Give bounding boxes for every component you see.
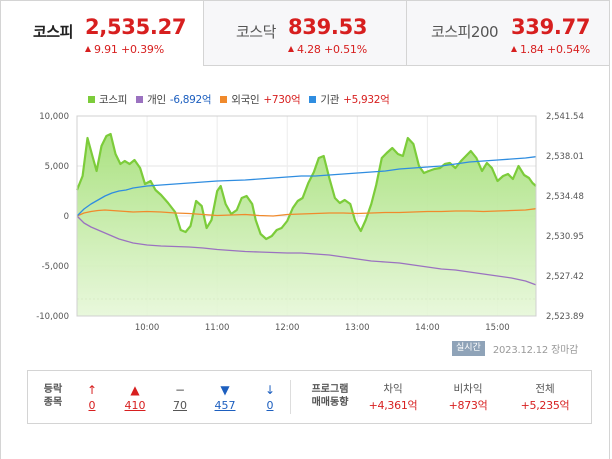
market-summary: 등락 종목 ↑ 0 ▲ 410 − 70 ▼ 457 ↓ 0 프로그램 매매동향… <box>27 370 592 424</box>
updown-fall: ▼ 457 <box>205 383 245 414</box>
y-left-tick-label: 0 <box>64 212 69 222</box>
updown-upper-limit: ↑ 0 <box>72 383 112 414</box>
up-triangle-icon <box>85 46 91 52</box>
tab-change-text: 1.84 +0.54% <box>520 43 590 56</box>
realtime-button[interactable]: 실시간 <box>452 341 485 356</box>
legend-value: -6,892억 <box>169 93 212 106</box>
y-left-tick-label: -10,000 <box>36 312 69 322</box>
program-label-line: 프로그램 <box>311 384 349 395</box>
tab-value: 2,535.27 <box>85 15 187 39</box>
tab-kosdaq[interactable]: 코스닥 839.53 4.28 +0.51% <box>203 1 406 65</box>
legend-name: 기관 <box>320 93 340 106</box>
y-right-tick-label: 2,538.01 <box>546 152 584 162</box>
program-label-line: 매매동향 <box>311 397 349 408</box>
updown-label-line: 등락 <box>43 384 63 395</box>
x-tick-label: 10:00 <box>135 323 160 331</box>
upper-limit-count-link[interactable]: 0 <box>88 399 96 412</box>
lower-limit-count-link[interactable]: 0 <box>266 399 274 412</box>
updown-flat: − 70 <box>160 383 200 414</box>
program-value: +5,235억 <box>520 399 570 412</box>
tab-name: 코스피200 <box>431 23 499 41</box>
legend-swatch <box>309 95 317 103</box>
program-total: 전체 +5,235억 <box>510 382 580 415</box>
up-triangle-icon <box>511 46 517 52</box>
program-value: +4,361억 <box>368 399 418 412</box>
legend-item-individual: 개인 -6,892억 <box>136 92 212 106</box>
legend-value: +730억 <box>263 93 301 106</box>
tab-change: 9.91 +0.39% <box>85 43 164 56</box>
lower-limit-arrow-icon: ↓ <box>264 383 276 397</box>
tab-change-text: 4.28 +0.51% <box>297 43 367 56</box>
legend-item-institution: 기관 +5,932억 <box>309 92 390 106</box>
tab-name: 코스피 <box>33 23 73 41</box>
tab-change-text: 9.91 +0.39% <box>94 43 164 56</box>
legend-name: 코스피 <box>99 93 128 106</box>
tab-name: 코스닥 <box>236 23 276 41</box>
summary-divider <box>290 380 291 414</box>
tab-change: 4.28 +0.51% <box>288 43 367 56</box>
rise-triangle-icon: ▲ <box>130 383 140 397</box>
tab-kospi200[interactable]: 코스피200 339.77 1.84 +0.54% <box>406 1 609 65</box>
legend-name: 개인 <box>147 93 166 106</box>
updown-label: 등락 종목 <box>40 383 66 409</box>
y-right-tick-label: 2,527.42 <box>546 272 584 282</box>
y-left-tick-label: 10,000 <box>39 112 69 122</box>
chart-legend: 코스피 개인 -6,892억 외국인 +730억 기관 +5,932억 <box>88 92 390 106</box>
time-row: 실시간 2023.12.12 장마감 <box>452 341 578 356</box>
kospi-line <box>75 132 537 241</box>
plot-frame <box>76 115 537 317</box>
tab-value: 339.77 <box>511 15 591 39</box>
program-value: +873억 <box>448 399 488 412</box>
fall-count-link[interactable]: 457 <box>214 399 236 412</box>
program-head: 비차익 <box>453 383 483 395</box>
intraday-chart: 10,000 5,000 0 -5,000 -10,000 2,541.54 2,538.0… <box>36 112 584 331</box>
flat-count-link[interactable]: 70 <box>173 399 187 412</box>
legend-item-kospi: 코스피 <box>88 92 127 106</box>
x-tick-label: 12:00 <box>275 323 300 331</box>
program-label: 프로그램 매매동향 <box>304 383 356 409</box>
index-tabs: 코스피 2,535.27 9.91 +0.39% 코스닥 839.53 4.28… <box>0 0 610 67</box>
y-left-tick-label: 5,000 <box>45 162 69 172</box>
series-line-외국인 <box>76 208 537 217</box>
series-line-기관 <box>76 156 537 217</box>
program-head: 차익 <box>383 383 403 395</box>
x-tick-label: 14:00 <box>415 323 440 331</box>
legend-swatch <box>136 95 144 103</box>
x-tick-label: 13:00 <box>345 323 370 331</box>
updown-label-line: 종목 <box>43 397 63 408</box>
y-right-tick-label: 2,530.95 <box>546 232 584 242</box>
x-tick-label: 11:00 <box>205 323 230 331</box>
fall-triangle-icon: ▼ <box>220 383 230 397</box>
tab-change: 1.84 +0.54% <box>511 43 590 56</box>
program-arbitrage: 차익 +4,361억 <box>358 382 428 415</box>
chart-panel <box>0 66 610 459</box>
legend-swatch <box>88 95 95 103</box>
legend-value: +5,932억 <box>343 93 390 106</box>
y-right-tick-label: 2,541.54 <box>546 112 584 122</box>
upper-limit-arrow-icon: ↑ <box>86 383 98 397</box>
kospi-area-fill <box>77 134 536 316</box>
rise-count-link[interactable]: 410 <box>124 399 146 412</box>
series-line-개인 <box>76 215 537 286</box>
up-triangle-icon <box>288 46 294 52</box>
program-head: 전체 <box>535 383 555 395</box>
y-left-tick-label: -5,000 <box>42 262 69 272</box>
x-tick-label: 15:00 <box>485 323 510 331</box>
y-right-tick-label: 2,534.48 <box>546 192 584 202</box>
legend-swatch <box>220 95 228 103</box>
updown-lower-limit: ↓ 0 <box>250 383 290 414</box>
tab-kospi[interactable]: 코스피 2,535.27 9.91 +0.39% <box>1 1 203 67</box>
tab-value: 839.53 <box>288 15 368 39</box>
program-non-arbitrage: 비차익 +873억 <box>433 382 503 415</box>
updown-rise: ▲ 410 <box>115 383 155 414</box>
legend-item-foreign: 외국인 +730억 <box>220 92 301 106</box>
legend-name: 외국인 <box>231 93 260 106</box>
timestamp: 2023.12.12 장마감 <box>492 345 579 356</box>
flat-dash-icon: − <box>174 383 186 397</box>
y-right-tick-label: 2,523.89 <box>546 312 584 322</box>
